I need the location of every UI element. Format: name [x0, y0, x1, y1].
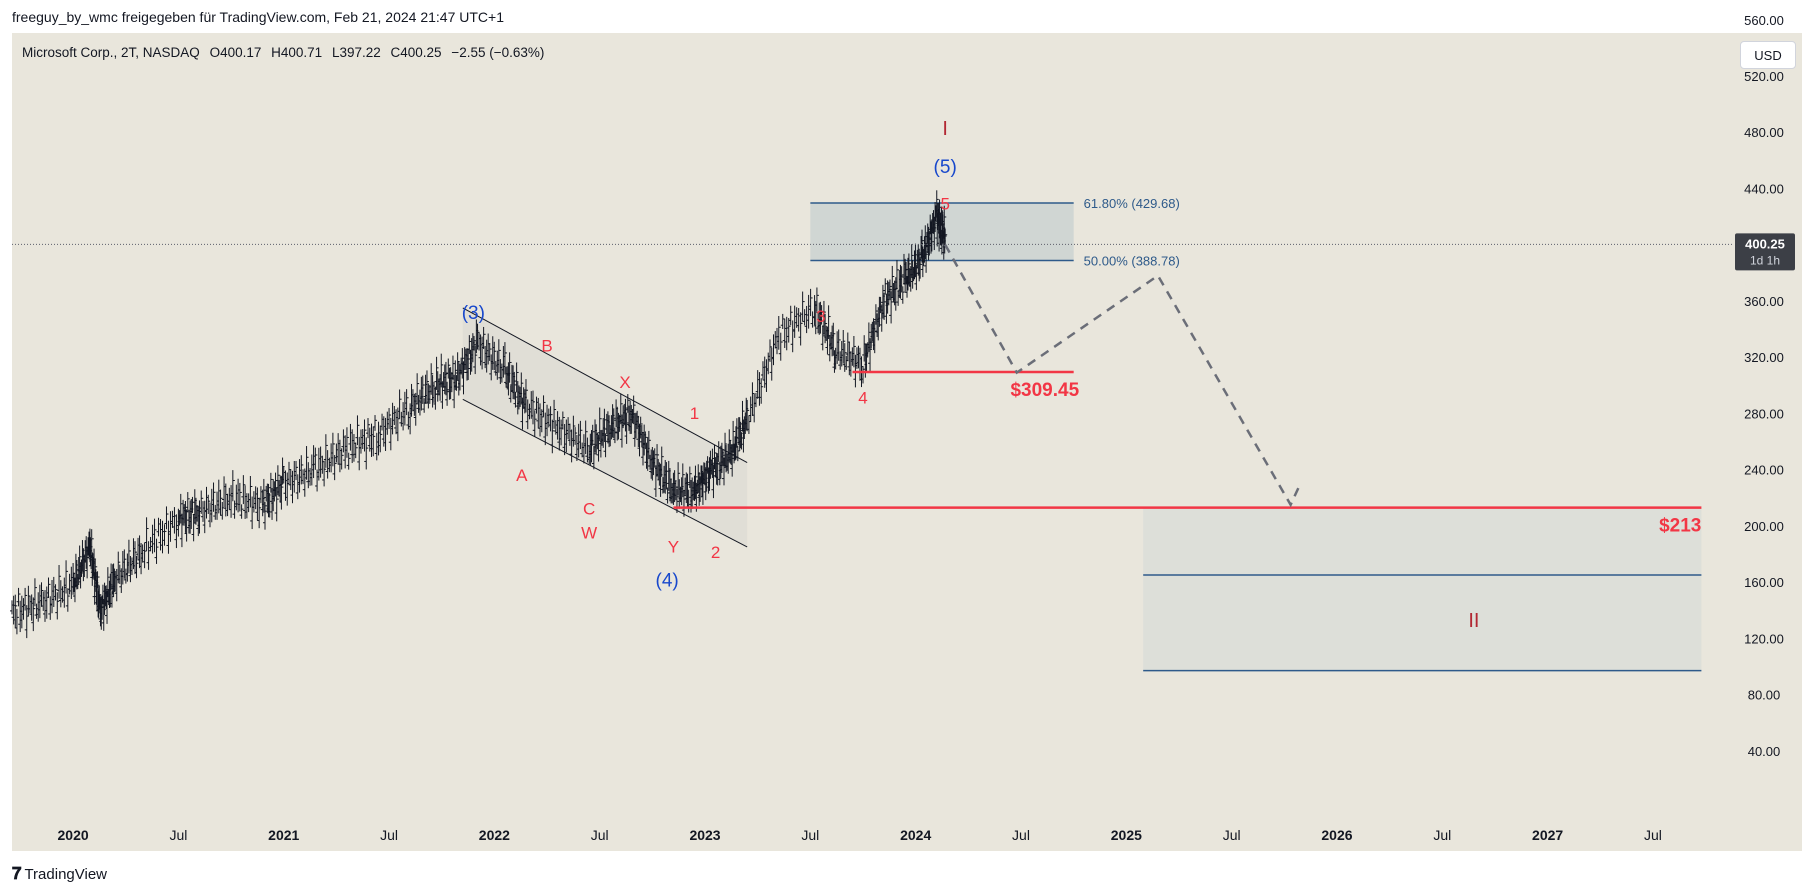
x-axis-tick-label: Jul: [380, 827, 398, 843]
y-axis-tick-label: 520.00: [1744, 69, 1784, 84]
support-label: $309.45: [1010, 380, 1079, 401]
x-axis-tick-label: 2021: [268, 827, 299, 843]
x-axis-tick-label: 2023: [689, 827, 720, 843]
y-axis-tick-label: 80.00: [1748, 688, 1781, 703]
y-axis-tick-label: 360.00: [1744, 294, 1784, 309]
footer-brand[interactable]: 𝟕 TradingView: [12, 862, 107, 886]
open-value: O400.17: [209, 45, 262, 60]
wave-label: B: [541, 337, 552, 356]
support-label: $213: [1659, 516, 1701, 537]
y-axis-tick-label: 200.00: [1744, 519, 1784, 534]
symbol-legend: Microsoft Corp., 2T, NASDAQ O400.17 H400…: [22, 45, 550, 60]
wave-label: Y: [668, 538, 679, 557]
x-axis-tick-label: 2022: [479, 827, 510, 843]
wave-label: (3): [462, 303, 485, 324]
bar-countdown: 1d 1h: [1750, 253, 1780, 267]
target-zone-box[interactable]: [1143, 507, 1702, 671]
y-axis-tick-label: 320.00: [1744, 350, 1784, 365]
y-axis-tick-label: 160.00: [1744, 575, 1784, 590]
wave-label: C: [583, 500, 595, 519]
publish-credit: freeguy_by_wmc freigegeben für TradingVi…: [12, 9, 504, 25]
x-axis-tick-label: Jul: [1223, 827, 1241, 843]
wave-label: A: [516, 466, 528, 485]
close-value: C400.25: [390, 45, 442, 60]
x-axis-tick-label: Jul: [1433, 827, 1451, 843]
wave-label: (4): [656, 570, 679, 591]
y-axis-tick-label: 440.00: [1744, 181, 1784, 196]
low-value: L397.22: [331, 45, 381, 60]
x-axis-tick-label: Jul: [1012, 827, 1030, 843]
y-axis-tick-label: 280.00: [1744, 406, 1784, 421]
y-axis-tick-label: 40.00: [1748, 744, 1781, 759]
last-price-badge[interactable]: [1735, 233, 1795, 271]
wave-label: 5: [940, 195, 949, 214]
top-bar: freeguy_by_wmc freigegeben für TradingVi…: [0, 0, 1814, 33]
wave-label: X: [619, 373, 630, 392]
x-axis-tick-label: Jul: [591, 827, 609, 843]
channel-fill: [462, 307, 748, 547]
wave-label: II: [1468, 610, 1479, 632]
last-price-value: 400.25: [1745, 236, 1785, 251]
wave-label: 3: [816, 307, 825, 326]
wave-label: 4: [858, 389, 867, 408]
chart-panel[interactable]: [12, 33, 1802, 851]
channel-lower-line[interactable]: [462, 398, 748, 548]
projection-path[interactable]: [944, 244, 1301, 508]
wave-label: 1: [690, 404, 699, 423]
x-axis-tick-label: 2024: [900, 827, 931, 843]
y-axis-tick-label: 240.00: [1744, 463, 1784, 478]
y-axis-tick-label: 120.00: [1744, 631, 1784, 646]
symbol-name[interactable]: Microsoft Corp., 2T, NASDAQ: [22, 45, 200, 60]
x-axis-tick-label: Jul: [801, 827, 819, 843]
y-axis-tick-label: 560.00: [1744, 13, 1784, 28]
wave-label: I: [942, 118, 948, 140]
x-axis-tick-label: 2025: [1111, 827, 1142, 843]
wave-label: (5): [934, 157, 957, 178]
channel-upper-line[interactable]: [462, 307, 748, 464]
x-axis-tick-label: 2027: [1532, 827, 1563, 843]
brand-name: TradingView: [24, 865, 107, 883]
x-axis-tick-label: 2026: [1321, 827, 1352, 843]
y-axis-tick-label: 480.00: [1744, 125, 1784, 140]
fib-level-label: 61.80% (429.68): [1084, 196, 1180, 211]
high-value: H400.71: [271, 45, 323, 60]
tradingview-logo-icon: 𝟕: [12, 864, 22, 883]
currency-button[interactable]: USD: [1740, 41, 1796, 69]
wave-label: 2: [711, 543, 720, 562]
change-value: −2.55 (−0.63%): [451, 45, 545, 60]
fib-level-label: 50.00% (388.78): [1084, 253, 1180, 268]
wave-label: W: [581, 523, 597, 542]
x-axis-tick-label: 2020: [58, 827, 89, 843]
x-axis-tick-label: Jul: [169, 827, 187, 843]
x-axis-tick-label: Jul: [1644, 827, 1662, 843]
